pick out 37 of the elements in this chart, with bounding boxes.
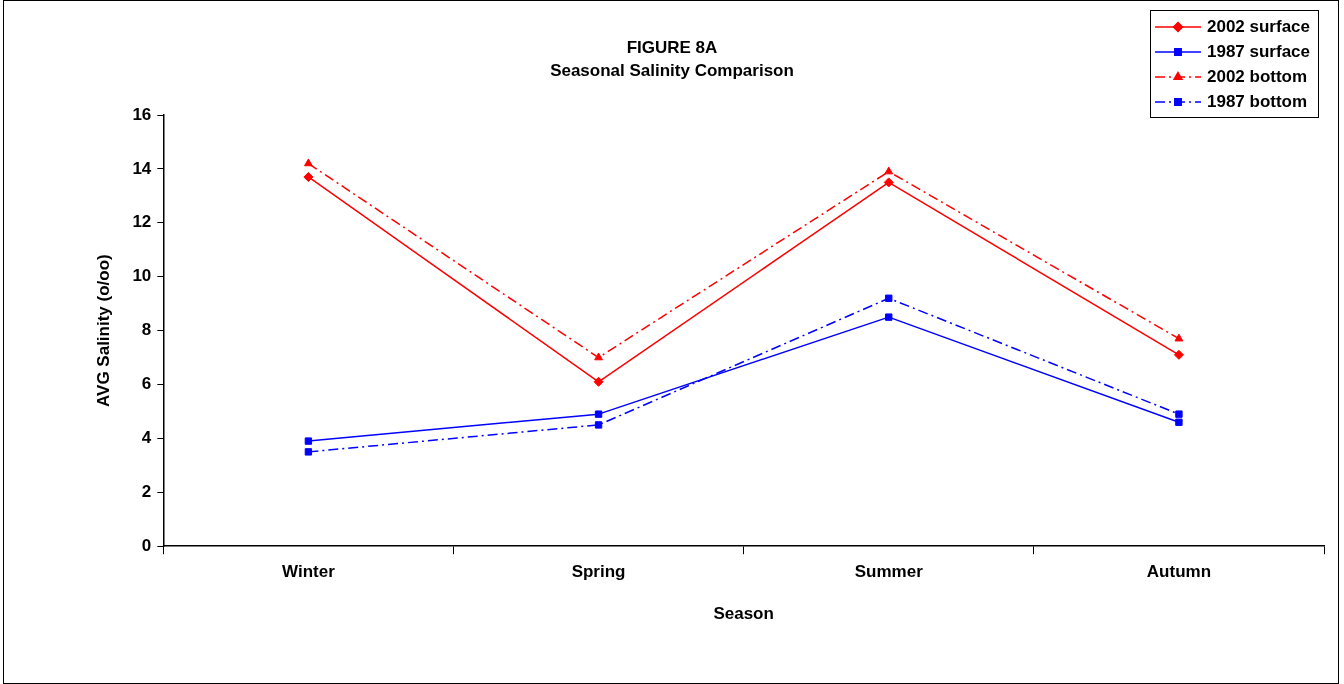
point <box>1173 349 1184 360</box>
x-tick-label: Spring <box>571 562 626 582</box>
point <box>1175 410 1183 418</box>
point <box>304 448 313 456</box>
chart-subtitle: Seasonal Salinity Comparison <box>550 61 794 80</box>
point <box>1175 418 1183 426</box>
y-tick-label: 2 <box>141 481 152 501</box>
point <box>883 177 894 188</box>
chart-title: FIGURE 8A <box>626 38 718 57</box>
point <box>304 158 313 167</box>
point <box>1174 333 1184 342</box>
x-axis-title: Season <box>713 604 774 624</box>
legend-label: 2002 surface <box>1206 16 1310 37</box>
point <box>304 437 313 445</box>
y-tick-label: 14 <box>132 158 152 178</box>
y-tick-label: 16 <box>132 104 152 124</box>
point <box>884 166 894 175</box>
point <box>303 171 314 182</box>
x-tick-label: Winter <box>282 562 336 582</box>
x-tick-label: Autumn <box>1146 562 1212 582</box>
y-tick-label: 6 <box>141 374 152 394</box>
legend-label: 1987 bottom <box>1206 91 1308 112</box>
y-tick-label: 10 <box>132 266 152 286</box>
y-tick-label: 8 <box>141 320 152 340</box>
x-tick-label: Summer <box>854 562 924 582</box>
point <box>593 376 604 387</box>
legend-label: 1987 surface <box>1206 41 1310 62</box>
point <box>594 421 603 429</box>
point <box>594 410 603 418</box>
y-axis-title: AVG Salinity (o/oo) <box>93 254 113 407</box>
y-tick-label: 12 <box>132 212 152 232</box>
point <box>885 313 893 321</box>
point <box>885 294 893 302</box>
y-tick-label: 0 <box>141 535 152 555</box>
legend-label: 2002 bottom <box>1206 66 1308 87</box>
point <box>594 352 603 361</box>
y-tick-label: 4 <box>141 428 152 448</box>
